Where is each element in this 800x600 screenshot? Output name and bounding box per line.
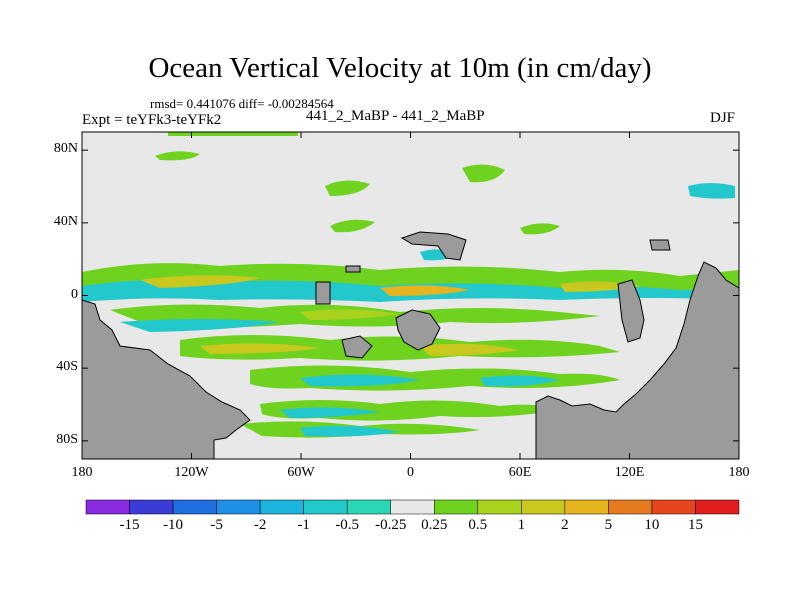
land-mass <box>315 281 331 305</box>
land-mass <box>345 265 361 273</box>
y-tick-label: 0 <box>71 286 78 302</box>
land-mass <box>400 231 467 261</box>
y-tick-label: 40S <box>56 359 78 375</box>
colorbar-swatch <box>608 499 653 515</box>
stats-text: rmsd= 0.441076 diff= -0.00284564 <box>150 96 334 111</box>
colorbar-swatch <box>303 499 348 515</box>
season-label: DJF <box>710 110 736 126</box>
velocity-band <box>380 285 470 296</box>
velocity-band <box>200 343 320 354</box>
x-tick-label: 60W <box>287 465 315 480</box>
land-mass <box>395 309 441 351</box>
colorbar-swatch <box>434 499 479 515</box>
colorbar-label: 15 <box>687 517 703 533</box>
colorbar-swatch <box>129 499 174 515</box>
velocity-patch <box>462 164 505 183</box>
velocity-patch <box>325 180 370 196</box>
velocity-band <box>140 275 260 288</box>
colorbar-label: -5 <box>210 517 223 533</box>
x-tick-label: 180 <box>728 465 750 480</box>
velocity-band <box>480 375 560 387</box>
velocity-band <box>280 407 380 418</box>
land-mass <box>535 261 740 460</box>
land-mass <box>617 279 645 343</box>
colorbar-swatch <box>346 499 391 515</box>
velocity-patch <box>330 219 375 233</box>
x-tick-label: 120W <box>174 465 209 480</box>
x-tick-label: 0 <box>407 465 414 480</box>
colorbar-swatch <box>651 499 696 515</box>
colorbar-swatch <box>259 499 304 515</box>
y-tick-label: 80S <box>56 431 78 447</box>
velocity-band <box>420 343 520 356</box>
x-tick-label: 120E <box>614 465 645 480</box>
title: Ocean Vertical Velocity at 10m (in cm/da… <box>148 52 652 84</box>
tick-marks <box>81 132 740 459</box>
velocity-band <box>120 319 280 332</box>
colorbar-label: -0.5 <box>335 517 360 533</box>
colorbar-label: -1 <box>297 517 310 533</box>
y-tick-label: 40N <box>53 213 78 229</box>
colorbar-label: 1 <box>517 517 526 533</box>
colorbar-swatch <box>477 499 522 515</box>
velocity-band <box>300 374 420 387</box>
colorbar-swatch <box>390 499 435 515</box>
colorbar-label: 2 <box>561 517 569 533</box>
colorbar-label: 5 <box>604 517 613 533</box>
x-tick-label: 180 <box>71 465 93 480</box>
colorbar-swatch <box>172 499 217 515</box>
land-mass <box>81 299 251 460</box>
colorbar <box>85 499 740 515</box>
colorbar-label: -15 <box>119 517 140 533</box>
colorbar-label: 10 <box>644 517 660 533</box>
colorbar-label: 0.25 <box>421 517 448 533</box>
velocity-patch <box>155 151 200 161</box>
colorbar-swatch <box>521 499 566 515</box>
land <box>81 231 740 460</box>
colorbar-label: -0.25 <box>375 517 407 533</box>
x-tick-label: 60E <box>508 465 532 480</box>
velocity-band <box>300 309 400 320</box>
experiment-name: 441_2_MaBP - 441_2_MaBP <box>306 108 485 124</box>
velocity-band <box>180 335 620 361</box>
colorbar-swatch <box>216 499 261 515</box>
velocity-patch <box>168 132 298 136</box>
velocity-patch <box>688 183 735 199</box>
velocity-patch <box>520 223 560 235</box>
colorbar-label: 0.5 <box>468 517 488 533</box>
experiment-label: Expt = teYFk3-teYFk2 <box>82 112 222 128</box>
velocity-band <box>300 425 400 437</box>
land-mass <box>649 239 671 251</box>
land-mass <box>341 335 373 359</box>
y-tick-label: 80N <box>53 141 78 157</box>
colorbar-label: -10 <box>163 517 184 533</box>
colorbar-swatch <box>695 499 740 515</box>
colorbar-swatch <box>85 499 130 515</box>
colorbar-label: -2 <box>253 517 267 533</box>
colorbar-swatch <box>564 499 609 515</box>
